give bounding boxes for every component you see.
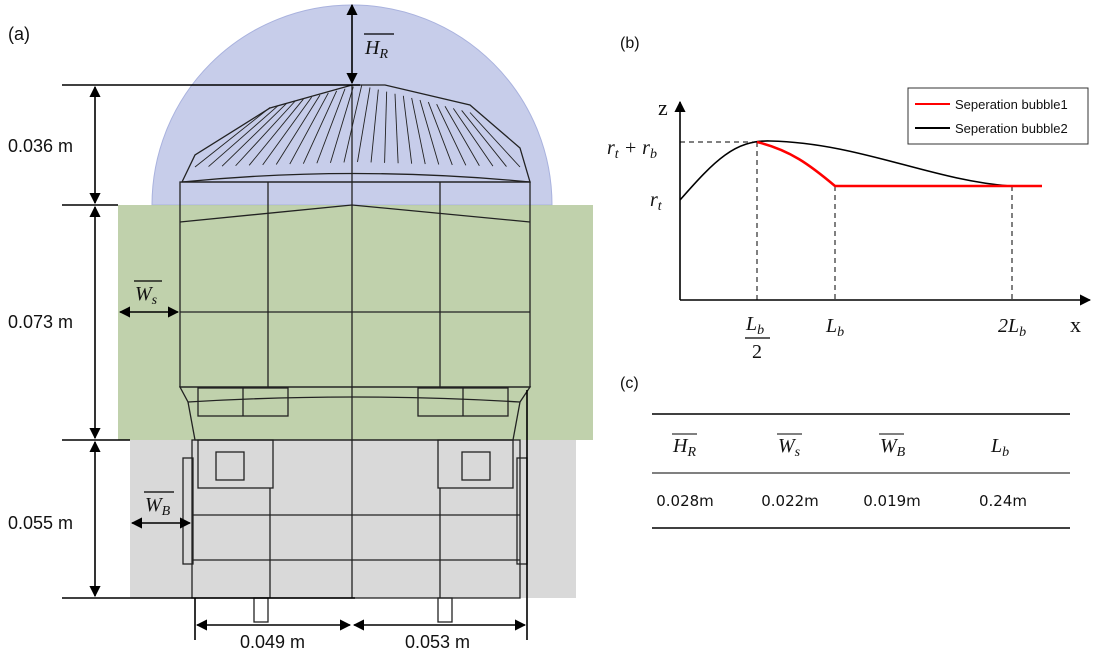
dimension-label: 0.049 m	[240, 632, 305, 652]
x-label: Lb	[825, 315, 844, 340]
dimension-label: 0.036 m	[8, 136, 73, 156]
dimension-label: 0.053 m	[405, 632, 470, 652]
table-cell: 0.022m	[761, 492, 819, 510]
z-label: rt + rb	[607, 137, 657, 162]
panel-c: (c) HR Ws WB Lb 0.028m 0.022m 0.019m 0.24m	[620, 375, 1070, 528]
panel-label: (b)	[620, 35, 640, 52]
axis-label: z	[658, 95, 668, 120]
panel-a: (a) 0.036 m 0.073 m 0.055 m 0.049 m 0.05…	[8, 5, 593, 652]
x-label: 2Lb	[998, 315, 1026, 340]
table-cell: 0.24m	[979, 492, 1027, 510]
axis-label: x	[1070, 312, 1081, 337]
table-header: HR	[672, 435, 696, 460]
dimension-label: 0.055 m	[8, 513, 73, 533]
x-label: 2	[752, 341, 762, 363]
legend-label: Seperation bubble1	[955, 97, 1068, 112]
figure: (a) 0.036 m 0.073 m 0.055 m 0.049 m 0.05…	[0, 0, 1094, 655]
dimension-label: 0.073 m	[8, 312, 73, 332]
bubble-curve	[680, 141, 1042, 200]
table-header: Ws	[778, 435, 801, 460]
x-label: Lb	[745, 313, 764, 338]
bogie-region	[130, 440, 576, 598]
panel-label: (a)	[8, 24, 30, 44]
side-region	[118, 205, 593, 440]
table-header: WB	[880, 435, 906, 460]
legend-label: Seperation bubble2	[955, 121, 1068, 136]
panel-b: (b) z x Seperation bubble1 Seperation bu…	[607, 35, 1090, 363]
table-cell: 0.028m	[656, 492, 714, 510]
z-label: rt	[650, 189, 663, 214]
panel-label: (c)	[620, 375, 639, 392]
table-cell: 0.019m	[863, 492, 921, 510]
table-header: Lb	[990, 435, 1009, 460]
